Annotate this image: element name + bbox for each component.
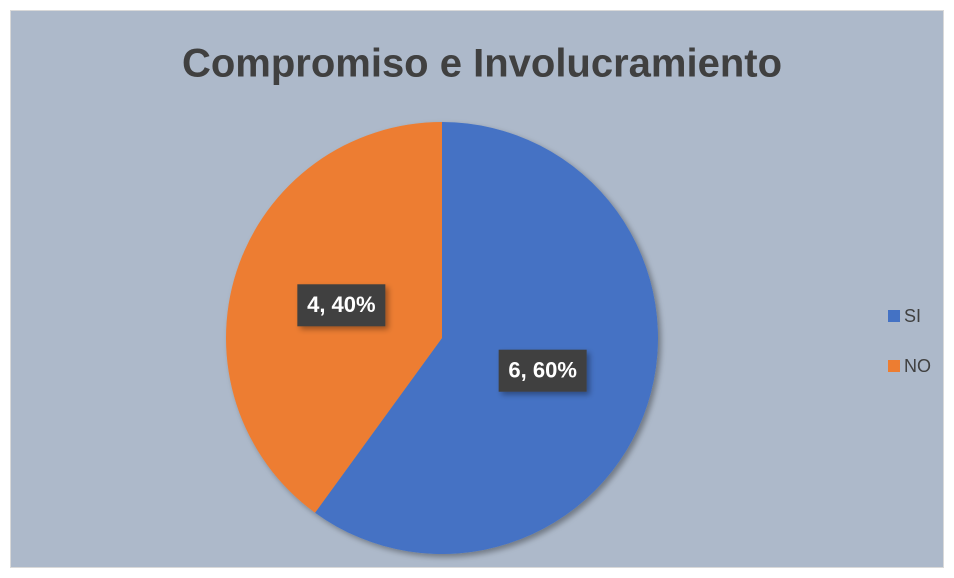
legend-label: SI bbox=[904, 306, 921, 326]
legend-label: NO bbox=[904, 356, 931, 376]
data-label: 4, 40% bbox=[307, 292, 376, 317]
data-label-box bbox=[498, 349, 587, 392]
data-label: 6, 60% bbox=[508, 358, 577, 383]
chart-title: Compromiso e Involucramiento bbox=[182, 42, 782, 86]
pie bbox=[225, 122, 658, 554]
legend-swatch bbox=[888, 310, 900, 322]
data-label-box bbox=[297, 284, 386, 327]
legend-swatch bbox=[888, 360, 900, 372]
pie-slice bbox=[315, 122, 658, 554]
